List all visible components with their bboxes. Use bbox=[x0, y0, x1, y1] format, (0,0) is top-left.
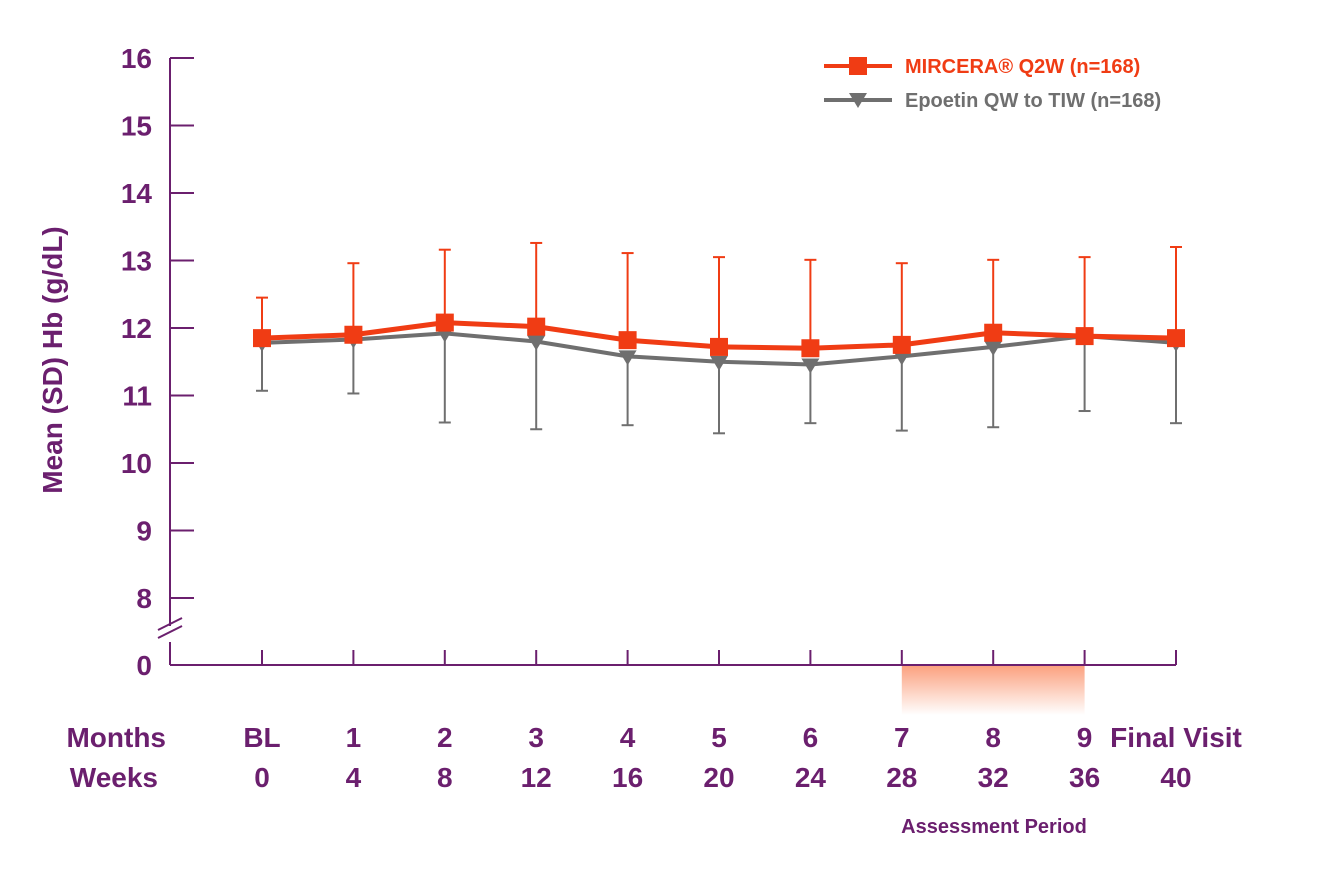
y-tick-label: 12 bbox=[121, 313, 152, 344]
y-tick-label: 8 bbox=[136, 583, 152, 614]
y-tick-label: 9 bbox=[136, 516, 152, 547]
axis-break-mark-1 bbox=[157, 617, 183, 631]
marker-epoetin bbox=[618, 350, 637, 366]
marker-mircera bbox=[1075, 327, 1094, 346]
axes bbox=[157, 58, 1176, 666]
x-tick-label-month: 9 bbox=[1077, 722, 1093, 753]
x-tick-label-week: 4 bbox=[346, 762, 362, 793]
marker-mircera bbox=[527, 317, 546, 336]
y-tick-label: 16 bbox=[121, 43, 152, 74]
y-tick-label: 13 bbox=[121, 246, 152, 277]
marker-mircera bbox=[1167, 329, 1185, 348]
x-tick-label-month: 5 bbox=[711, 722, 727, 753]
y-tick-label: 11 bbox=[122, 381, 152, 412]
marker-mircera bbox=[892, 335, 911, 354]
x-tick-label-month: 4 bbox=[620, 722, 636, 753]
marker-mircera bbox=[618, 331, 637, 350]
y-tick-label: 14 bbox=[121, 178, 153, 209]
x-tick-label-week: 36 bbox=[1069, 762, 1100, 793]
assessment-period-band bbox=[901, 665, 1085, 715]
axis-break-mark-2 bbox=[157, 625, 183, 639]
y-tick-label: 10 bbox=[121, 448, 152, 479]
legend-label-epoetin: Epoetin QW to TIW (n=168) bbox=[905, 90, 1161, 112]
x-tick-label-month: Final Visit bbox=[1110, 722, 1242, 753]
legend: MIRCERA® Q2W (n=168) Epoetin QW to TIW (… bbox=[824, 56, 1161, 112]
x-tick-label-month: 3 bbox=[528, 722, 544, 753]
marker-mircera bbox=[801, 339, 820, 358]
x-tick-label-week: 12 bbox=[521, 762, 552, 793]
months-row-label: Months bbox=[66, 722, 166, 753]
x-tick-label-month: BL bbox=[243, 722, 280, 753]
legend-square-marker bbox=[849, 57, 867, 75]
x-tick-label-week: 20 bbox=[703, 762, 734, 793]
error-bars bbox=[256, 241, 1182, 435]
y-tick-label-zero: 0 bbox=[136, 650, 152, 681]
marker-mircera bbox=[710, 337, 728, 356]
marker-epoetin bbox=[801, 358, 820, 374]
y-axis-label: Mean (SD) Hb (g/dL) bbox=[37, 226, 68, 494]
x-tick-label-week: 16 bbox=[612, 762, 643, 793]
x-tick-label-week: 40 bbox=[1160, 762, 1191, 793]
assessment-period-label: Assessment Period bbox=[901, 816, 1087, 838]
marker-epoetin bbox=[527, 335, 546, 351]
marker-mircera bbox=[984, 323, 1003, 342]
x-tick-label-month: 2 bbox=[437, 722, 453, 753]
series-markers bbox=[253, 313, 1185, 374]
x-tick-label-week: 32 bbox=[978, 762, 1009, 793]
x-tick-label-month: 1 bbox=[346, 722, 362, 753]
x-tick-label-week: 8 bbox=[437, 762, 453, 793]
x-tick-label-month: 7 bbox=[894, 722, 910, 753]
x-tick-label-month: 8 bbox=[985, 722, 1001, 753]
x-tick-label-week: 0 bbox=[254, 762, 270, 793]
legend-triangle-marker bbox=[849, 93, 867, 108]
x-tick-label-week: 28 bbox=[886, 762, 917, 793]
x-tick-label-week: 24 bbox=[795, 762, 827, 793]
y-tick-label: 15 bbox=[121, 111, 152, 142]
marker-mircera bbox=[435, 313, 454, 332]
marker-epoetin bbox=[984, 340, 1003, 356]
y-axis-ticks: 16 15 14 13 12 11 10 9 8 0 bbox=[121, 43, 194, 681]
marker-epoetin bbox=[892, 350, 911, 366]
marker-epoetin bbox=[710, 355, 728, 371]
weeks-row-label: Weeks bbox=[70, 762, 158, 793]
marker-mircera bbox=[253, 329, 271, 348]
legend-label-mircera: MIRCERA® Q2W (n=168) bbox=[905, 56, 1140, 78]
x-tick-label-month: 6 bbox=[803, 722, 819, 753]
marker-mircera bbox=[344, 325, 363, 344]
